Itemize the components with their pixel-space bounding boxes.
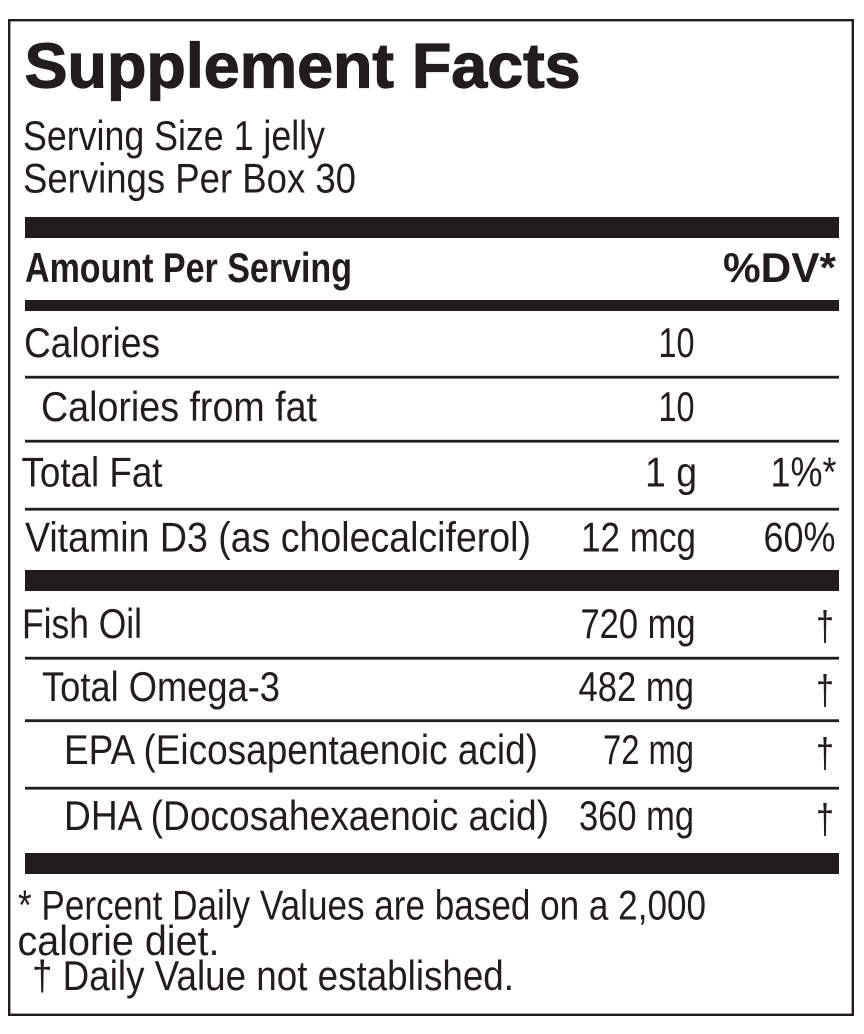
svg-text:72 mg: 72 mg bbox=[603, 726, 694, 773]
svg-text:482 mg: 482 mg bbox=[579, 663, 695, 710]
svg-text:Supplement Facts: Supplement Facts bbox=[25, 32, 581, 102]
svg-text:10: 10 bbox=[659, 319, 695, 366]
svg-text:EPA (Eicosapentaenoic acid): EPA (Eicosapentaenoic acid) bbox=[64, 726, 538, 773]
svg-text:12 mcg: 12 mcg bbox=[581, 514, 696, 561]
svg-text:Total Omega-3: Total Omega-3 bbox=[42, 663, 280, 710]
svg-text:1 g: 1 g bbox=[645, 449, 697, 496]
svg-text:Servings Per Box 30: Servings Per Box 30 bbox=[23, 155, 356, 202]
svg-text:Amount Per Serving: Amount Per Serving bbox=[25, 244, 352, 291]
svg-text:Calories: Calories bbox=[24, 319, 160, 366]
svg-text:360 mg: 360 mg bbox=[579, 792, 694, 839]
svg-text:†: † bbox=[816, 796, 834, 843]
svg-text:†: † bbox=[816, 603, 834, 650]
svg-text:DHA (Docosahexaenoic acid): DHA (Docosahexaenoic acid) bbox=[64, 792, 549, 839]
svg-text:Serving Size 1 jelly: Serving Size 1 jelly bbox=[23, 112, 325, 159]
svg-text:†: † bbox=[816, 730, 834, 777]
svg-text:† Daily Value not established.: † Daily Value not established. bbox=[32, 952, 514, 999]
svg-text:%DV*: %DV* bbox=[723, 244, 837, 291]
svg-text:* Percent Daily Values are bas: * Percent Daily Values are based on a 2,… bbox=[18, 882, 706, 929]
svg-text:Fish Oil: Fish Oil bbox=[22, 600, 142, 647]
svg-text:Vitamin D3 (as cholecalciferol: Vitamin D3 (as cholecalciferol) bbox=[25, 514, 531, 561]
svg-text:Total Fat: Total Fat bbox=[22, 449, 163, 496]
svg-text:10: 10 bbox=[659, 383, 695, 430]
svg-text:720 mg: 720 mg bbox=[581, 600, 696, 647]
svg-text:Calories from fat: Calories from fat bbox=[41, 383, 317, 430]
svg-text:†: † bbox=[816, 667, 834, 714]
svg-text:calorie diet.: calorie diet. bbox=[18, 917, 220, 964]
svg-text:1%*: 1%* bbox=[771, 449, 837, 496]
svg-text:60%: 60% bbox=[764, 514, 836, 561]
